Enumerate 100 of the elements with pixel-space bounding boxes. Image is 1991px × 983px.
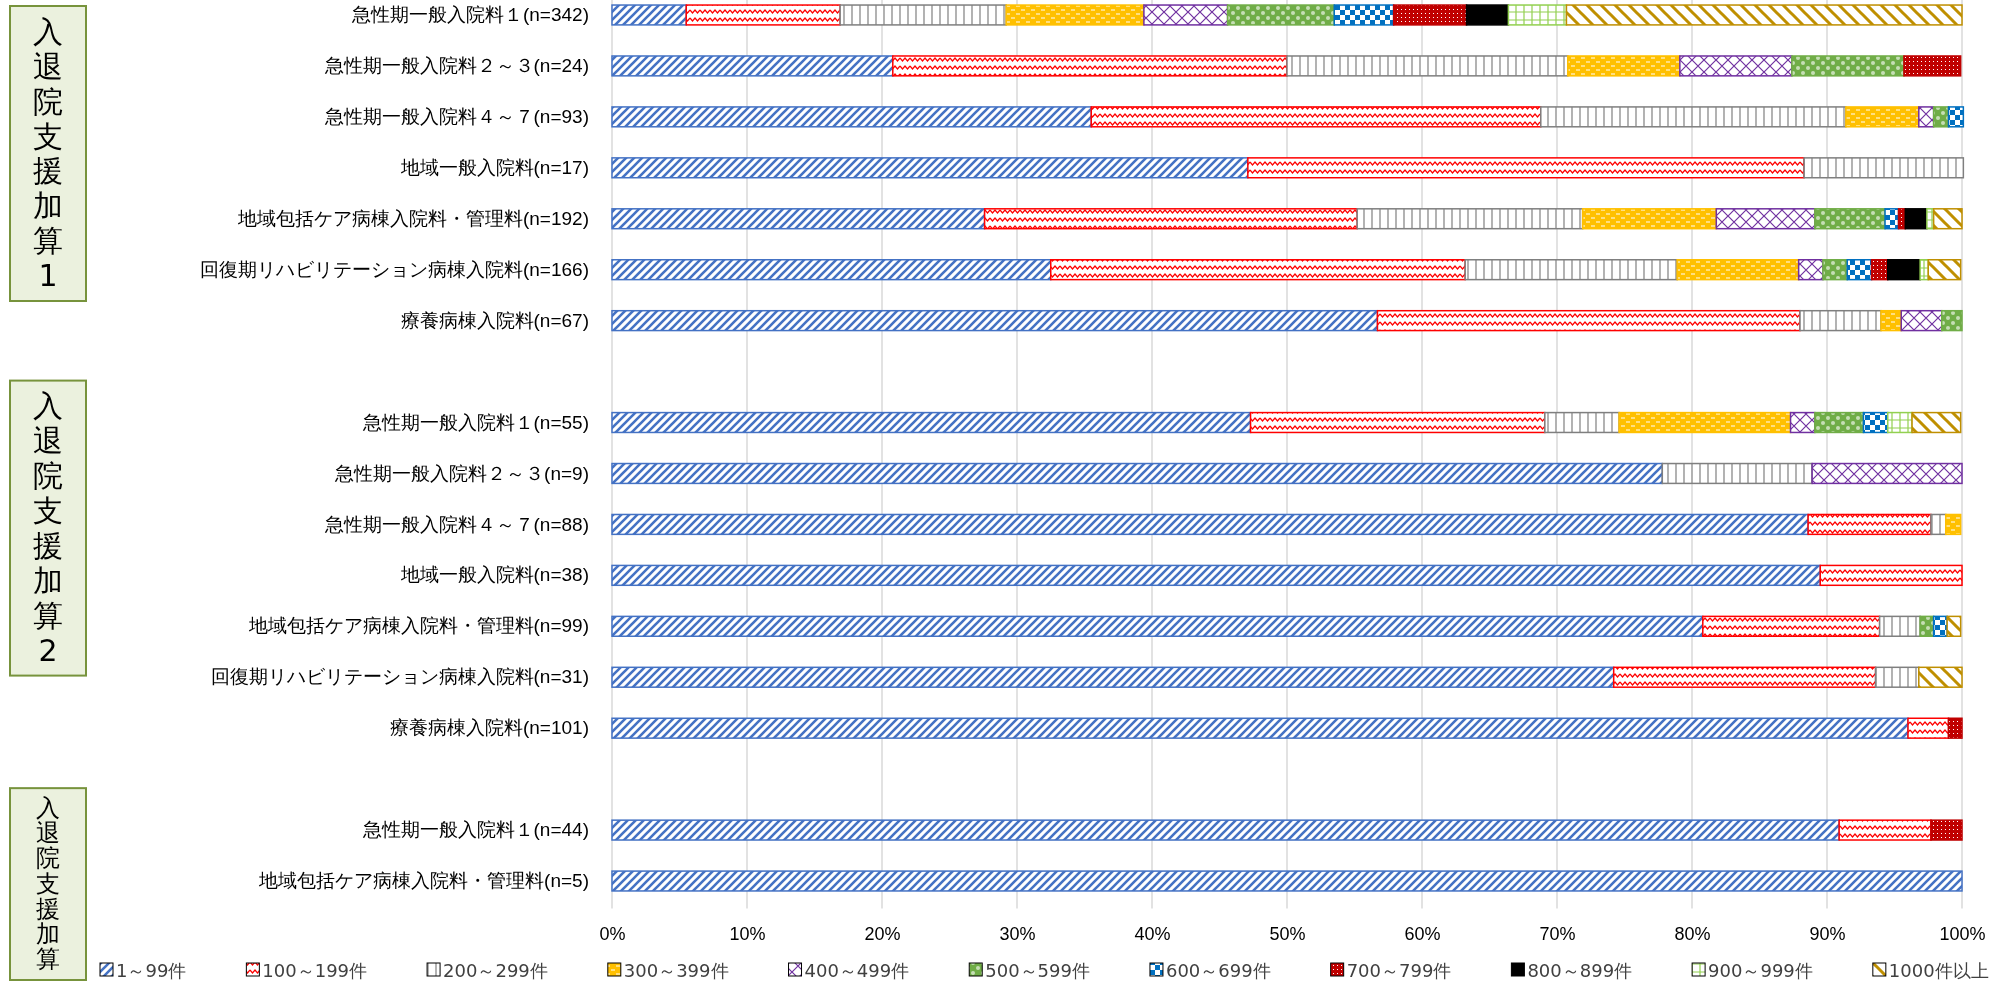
y-tick-label: 療養病棟入院料(n=67) [400,309,589,331]
bar [1702,615,1881,637]
bar [1846,259,1873,281]
bar [1465,4,1510,26]
bar [611,55,894,77]
bar [1567,55,1681,77]
bar [1932,106,1950,128]
bar [1507,4,1568,26]
x-tick-label: 50% [1269,924,1306,945]
bar [611,411,1252,434]
legend-label: 900～999件 [1708,960,1813,982]
bar [611,157,1249,179]
bar [611,666,1615,688]
bar [1679,55,1793,77]
x-tick-label: 90% [1809,924,1846,945]
bar [611,208,986,230]
bar [611,513,1809,536]
text: 入退院支援加算 [36,794,60,973]
bar [1919,615,1935,637]
bar [1838,819,1932,841]
bar [1878,615,1921,637]
bar [1544,411,1620,434]
bar [611,462,1664,485]
x-tick-label: 70% [1539,924,1576,945]
bar [1819,564,1963,587]
y-tick-label: 急性期一般入院料１(n=342) [350,4,589,26]
text: 入退院支援加算1 [33,13,63,294]
x-tick-label: 40% [1134,924,1171,945]
bar [1918,666,1963,688]
legend-label: 300～399件 [623,960,729,982]
bar [1900,309,1943,332]
legend-label: 400～499件 [804,960,910,982]
bar [1932,208,1963,230]
bar [1226,4,1335,26]
bar [611,717,1909,739]
bar [1143,4,1229,26]
bar [1880,309,1902,332]
y-tick-label: 急性期一般入院料２～３(n=9) [334,462,589,484]
legend-label: 1～99件 [116,960,187,982]
bar [1862,411,1889,434]
y-tick-label: 急性期一般入院料１(n=44) [361,819,589,841]
y-tick-label: 急性期一般入院料４～７(n=93) [323,105,589,127]
bar [1286,55,1569,77]
bar [1715,208,1816,230]
bar [1803,157,1965,179]
bar [611,106,1092,128]
legend-label: 600～699件 [1165,960,1271,982]
y-tick-label: 地域包括ケア病棟入院料・管理料(n=192) [236,207,589,229]
bar [1874,666,1920,688]
legend-label: 500～599件 [985,960,1090,982]
x-tick-label: 10% [729,924,766,945]
legend-label: 200～299件 [443,960,548,982]
y-tick-label: 回復期リハビリテーション病棟入院料(n=166) [199,258,589,280]
bar [1845,106,1920,128]
x-tick-label: 100% [1939,924,1986,945]
bar [1904,208,1928,230]
bar [839,4,1007,26]
bar [1356,208,1584,230]
bar [1930,819,1963,841]
bar [1392,4,1468,26]
bar [1612,666,1877,688]
bar [1946,615,1962,637]
x-tick-label: 60% [1404,924,1441,945]
bar [611,4,687,26]
bar [611,819,1840,841]
bar [1676,259,1800,281]
bar [1930,513,1947,536]
bar [1814,411,1865,434]
text: 入退院支援加算2 [33,388,63,668]
bar [983,208,1358,230]
bar [1918,106,1935,128]
bar [1618,411,1792,434]
y-tick-label: 療養病棟入院料(n=101) [389,717,589,739]
legend-label: 1000件以上 [1888,960,1989,982]
bar [1887,411,1913,434]
bar [611,564,1821,587]
bar [1540,106,1847,128]
bar [1911,411,1962,434]
y-tick-label: 地域包括ケア病棟入院料・管理料(n=5) [258,870,589,892]
x-tick-label: 0% [599,924,626,945]
bar [1797,259,1824,281]
bar [1947,106,1965,128]
bar [1903,55,1962,77]
bar [611,259,1052,281]
bar [1947,717,1963,739]
bar [1887,259,1921,281]
legend-label: 700～799件 [1346,960,1452,982]
bar [1884,208,1900,230]
bar [1941,309,1963,332]
y-tick-label: 地域一般入院料(n=17) [399,156,589,178]
x-tick-label: 30% [999,924,1036,945]
bar [1376,309,1801,332]
bar [1945,513,1962,536]
legend-label: 800～899件 [1527,960,1633,982]
legend-label: 100～199件 [262,960,368,982]
bar [1807,513,1932,536]
y-tick-label: 急性期一般入院料２～３(n=24) [323,55,589,76]
y-tick-label: 急性期一般入院料１(n=55) [361,411,589,433]
bar [1005,4,1145,26]
bar [1090,106,1542,128]
